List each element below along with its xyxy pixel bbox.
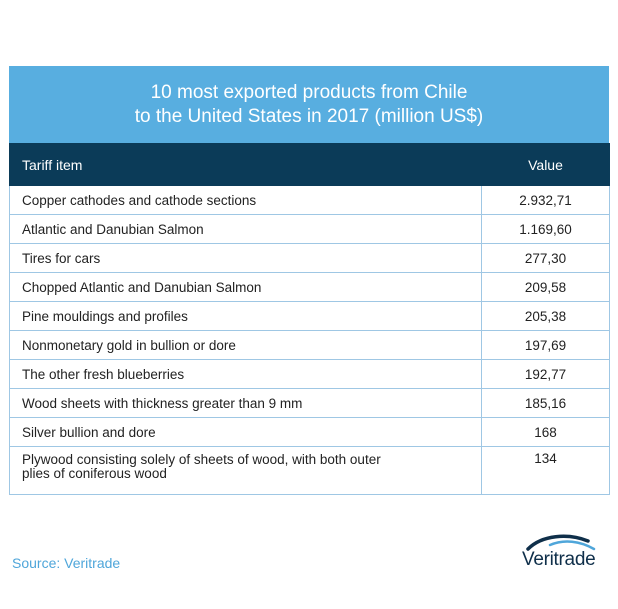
row-value: 168 — [481, 417, 610, 447]
row-value: 277,30 — [481, 243, 610, 273]
row-item: Atlantic and Danubian Salmon — [9, 214, 482, 244]
row-value: 205,38 — [481, 301, 610, 331]
table-row: Tires for cars 277,30 — [9, 243, 610, 273]
data-table: Tariff item Value Copper cathodes and ca… — [9, 143, 610, 495]
column-header-value: Value — [481, 143, 610, 186]
title-line-2: to the United States in 2017 (million US… — [134, 105, 484, 127]
row-value: 134 — [481, 446, 610, 495]
table-frame: 10 most exported products from Chile to … — [9, 66, 610, 495]
row-item-line-2: plies of coniferous wood — [22, 466, 167, 481]
veritrade-logo-text: Veritrade — [522, 549, 596, 570]
row-item: Chopped Atlantic and Danubian Salmon — [9, 272, 482, 302]
chart-title: 10 most exported products from Chile to … — [9, 66, 609, 143]
table-row: The other fresh blueberries 192,77 — [9, 359, 610, 389]
row-value: 197,69 — [481, 330, 610, 360]
table-row: Wood sheets with thickness greater than … — [9, 388, 610, 418]
row-item: Copper cathodes and cathode sections — [9, 185, 482, 215]
source-note: Source: Veritrade — [12, 555, 121, 571]
veritrade-logo-icon — [526, 534, 596, 551]
row-item: Wood sheets with thickness greater than … — [9, 388, 482, 418]
table-row: Pine mouldings and profiles 205,38 — [9, 301, 610, 331]
row-value: 185,16 — [481, 388, 610, 418]
row-item: Nonmonetary gold in bullion or dore — [9, 330, 482, 360]
header-row: Tariff item Value — [9, 143, 610, 186]
row-item: The other fresh blueberries — [9, 359, 482, 389]
title-line-1: 10 most exported products from Chile — [150, 81, 468, 103]
row-item: Pine mouldings and profiles — [9, 301, 482, 331]
row-item: Silver bullion and dore — [9, 417, 482, 447]
table-row: Atlantic and Danubian Salmon 1.169,60 — [9, 214, 610, 244]
table-row: Plywood consisting solely of sheets of w… — [9, 446, 610, 495]
column-header-tariff-item: Tariff item — [9, 143, 482, 186]
row-item: Plywood consisting solely of sheets of w… — [9, 446, 482, 495]
row-value: 192,77 — [481, 359, 610, 389]
row-item: Tires for cars — [9, 243, 482, 273]
row-value: 209,58 — [481, 272, 610, 302]
table-row: Silver bullion and dore 168 — [9, 417, 610, 447]
table-row: Chopped Atlantic and Danubian Salmon 209… — [9, 272, 610, 302]
table-row: Copper cathodes and cathode sections 2.9… — [9, 185, 610, 215]
row-value: 2.932,71 — [481, 185, 610, 215]
row-item-line-1: Plywood consisting solely of sheets of w… — [22, 452, 381, 467]
row-value: 1.169,60 — [481, 214, 610, 244]
table-row: Nonmonetary gold in bullion or dore 197,… — [9, 330, 610, 360]
